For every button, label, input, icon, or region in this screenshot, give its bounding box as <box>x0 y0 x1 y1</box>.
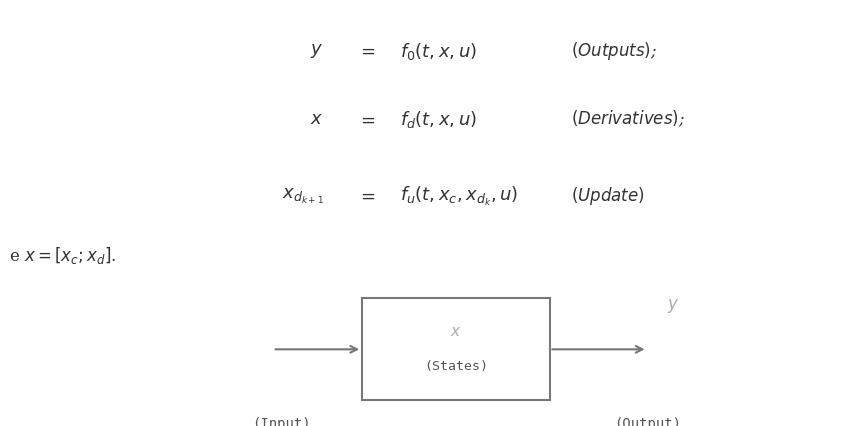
Text: (States): (States) <box>423 360 488 373</box>
Text: $f_0(t, x, u)$: $f_0(t, x, u)$ <box>400 40 477 62</box>
Text: $=$: $=$ <box>357 110 376 128</box>
Text: $=$: $=$ <box>357 42 376 60</box>
Text: $x$: $x$ <box>450 325 462 339</box>
Text: e $x = [x_c; x_d]$.: e $x = [x_c; x_d]$. <box>9 245 116 266</box>
Text: $=$: $=$ <box>357 187 376 205</box>
Text: $f_d(t, x, u)$: $f_d(t, x, u)$ <box>400 109 477 130</box>
Text: $x_{d_{k+1}}$: $x_{d_{k+1}}$ <box>282 187 324 205</box>
Text: $(Update)$: $(Update)$ <box>571 185 645 207</box>
Text: (Output): (Output) <box>614 417 681 426</box>
Text: $x$: $x$ <box>310 110 324 128</box>
Text: $f_u(t, x_c, x_{d_k}, u)$: $f_u(t, x_c, x_{d_k}, u)$ <box>400 184 519 207</box>
Text: $y$: $y$ <box>667 297 679 315</box>
Bar <box>362 298 550 400</box>
Text: $(Derivatives)$;: $(Derivatives)$; <box>571 109 685 130</box>
Text: $(Outputs)$;: $(Outputs)$; <box>571 40 657 62</box>
Text: (Input): (Input) <box>252 417 310 426</box>
Text: $y$: $y$ <box>310 42 324 60</box>
